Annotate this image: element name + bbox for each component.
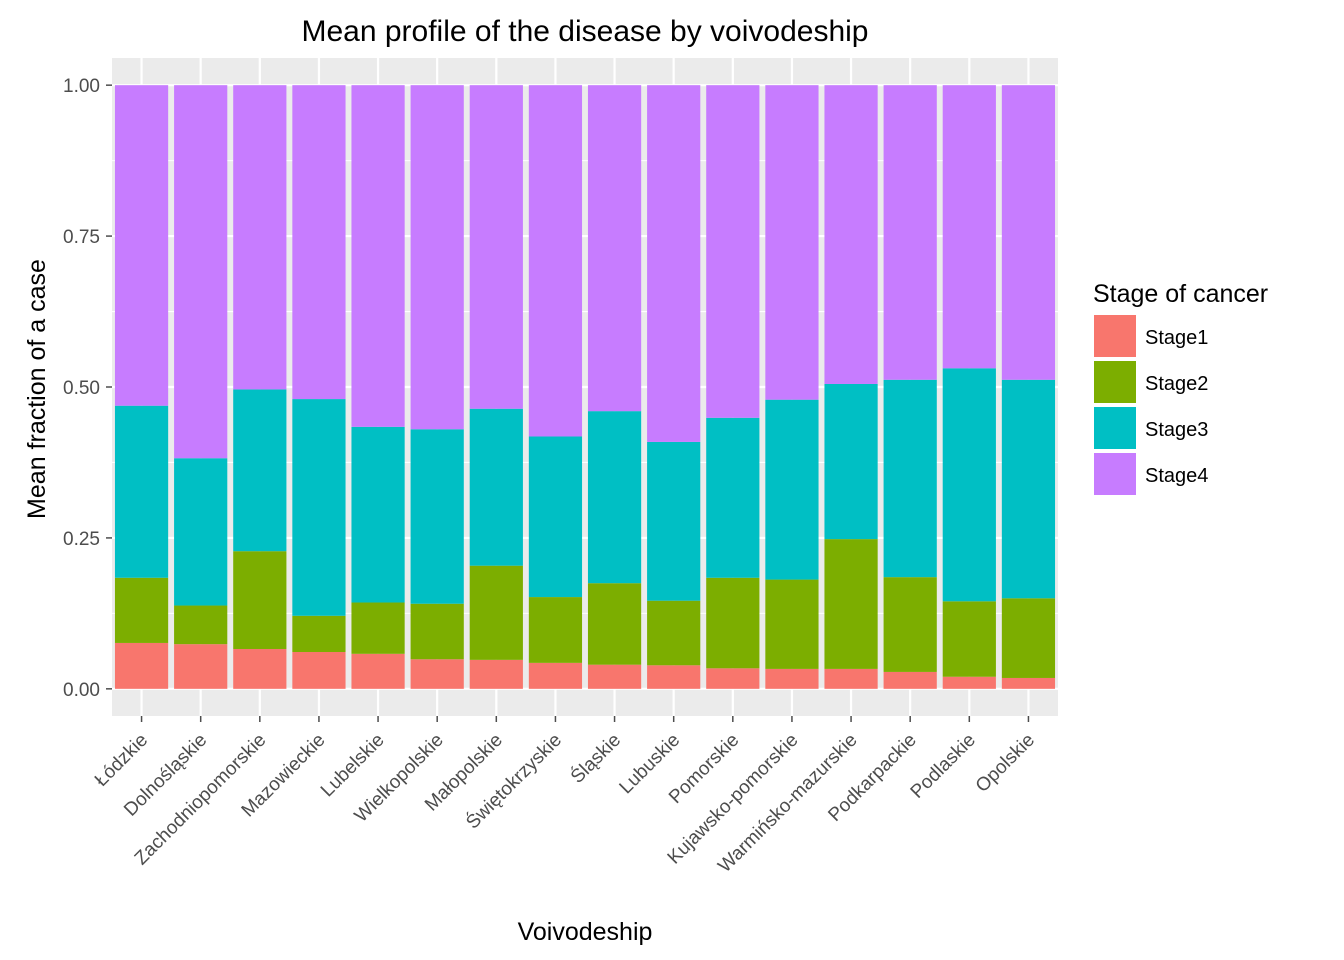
bar-stage1-11	[706, 668, 760, 689]
bar-stage4-6	[410, 85, 464, 430]
bar-stage2-5	[351, 602, 405, 654]
bar-stage3-16	[1001, 379, 1056, 599]
y-tick-label: 0.25	[63, 529, 100, 550]
bar-stage4-1	[114, 85, 169, 406]
bar-stage1-14	[883, 671, 937, 689]
y-tick-label: 1.00	[63, 76, 100, 97]
bar-stage4-2	[174, 85, 228, 459]
bar-stage3-6	[410, 429, 464, 604]
bar-stage4-13	[824, 85, 878, 384]
bar-stage1-16	[1001, 677, 1056, 689]
bar-stage2-8	[528, 597, 583, 663]
bar-stage1-8	[528, 662, 583, 689]
legend-key-stage1	[1094, 315, 1136, 357]
bar-stage3-14	[883, 379, 937, 578]
bar-stage3-10	[647, 441, 701, 601]
bar-stage1-9	[587, 664, 642, 689]
bar-stage1-13	[824, 668, 878, 689]
bar-stage2-7	[469, 565, 523, 660]
bar-stage4-16	[1001, 85, 1056, 380]
legend-label-stage3: Stage3	[1145, 419, 1208, 441]
bar-stage3-7	[469, 408, 523, 566]
bar-stage1-4	[292, 652, 346, 689]
bar-stage3-11	[706, 417, 760, 578]
bar-stage4-15	[942, 85, 996, 369]
bar-stage1-6	[410, 659, 464, 689]
bar-stage2-9	[587, 583, 642, 665]
bar-stage4-9	[587, 85, 642, 412]
bar-stage4-7	[469, 85, 523, 409]
bar-stage1-1	[114, 642, 169, 689]
legend-label-stage1: Stage1	[1145, 327, 1208, 349]
y-axis-title: Mean fraction of a case	[23, 259, 51, 519]
legend-title: Stage of cancer	[1093, 280, 1268, 308]
bar-stage3-2	[174, 458, 228, 606]
bar-stage4-14	[883, 85, 937, 380]
bar-stage3-1	[114, 405, 169, 578]
bar-stage2-11	[706, 577, 760, 669]
bar-stage4-11	[706, 85, 760, 418]
y-tick-label: 0.00	[63, 680, 100, 701]
bar-stage3-8	[528, 436, 583, 598]
bar-stage3-3	[233, 389, 287, 552]
legend-label-stage4: Stage4	[1145, 465, 1208, 487]
bar-stage2-12	[765, 579, 819, 669]
bar-stage3-15	[942, 368, 996, 602]
bar-stage2-6	[410, 603, 464, 660]
bar-stage1-12	[765, 668, 819, 689]
bar-stage2-14	[883, 577, 937, 672]
y-tick-label: 0.75	[63, 227, 100, 248]
bar-stage4-12	[765, 85, 819, 400]
bar-stage3-9	[587, 411, 642, 584]
bars	[114, 85, 1056, 689]
bar-stage2-15	[942, 601, 996, 677]
bar-stage2-10	[647, 600, 701, 666]
y-axis: 0.00 0.25 0.50 0.75 1.00	[63, 76, 112, 701]
legend-key-stage3	[1094, 407, 1136, 449]
x-axis-title: Voivodeship	[518, 918, 653, 946]
bar-stage4-8	[528, 85, 583, 437]
bar-stage3-4	[292, 399, 346, 616]
bar-stage3-5	[351, 426, 405, 603]
bar-stage2-2	[174, 605, 228, 645]
bar-stage4-3	[233, 85, 287, 390]
bar-stage4-4	[292, 85, 346, 400]
bar-stage1-15	[942, 676, 996, 689]
bar-stage2-13	[824, 539, 878, 669]
bar-stage2-1	[114, 577, 169, 643]
bar-stage1-3	[233, 648, 287, 689]
y-tick-label: 0.50	[63, 378, 100, 399]
bar-stage1-2	[174, 644, 228, 689]
bar-stage3-12	[765, 399, 819, 580]
bar-stage2-4	[292, 615, 346, 653]
bar-stage3-13	[824, 383, 878, 540]
legend-key-stage2	[1094, 361, 1136, 403]
bar-stage2-3	[233, 551, 287, 649]
bar-stage1-10	[647, 665, 701, 689]
legend: Stage of cancer Stage1 Stage2 Stage3 Stage4	[1093, 280, 1268, 495]
bar-stage2-16	[1001, 598, 1056, 678]
bar-stage4-5	[351, 85, 405, 427]
bar-stage1-7	[469, 659, 523, 689]
chart-title: Mean profile of the disease by voivodesh…	[301, 15, 868, 48]
legend-label-stage2: Stage2	[1145, 373, 1208, 395]
legend-key-stage4	[1094, 453, 1136, 495]
bar-stage4-10	[647, 85, 701, 442]
bar-stage1-5	[351, 653, 405, 689]
